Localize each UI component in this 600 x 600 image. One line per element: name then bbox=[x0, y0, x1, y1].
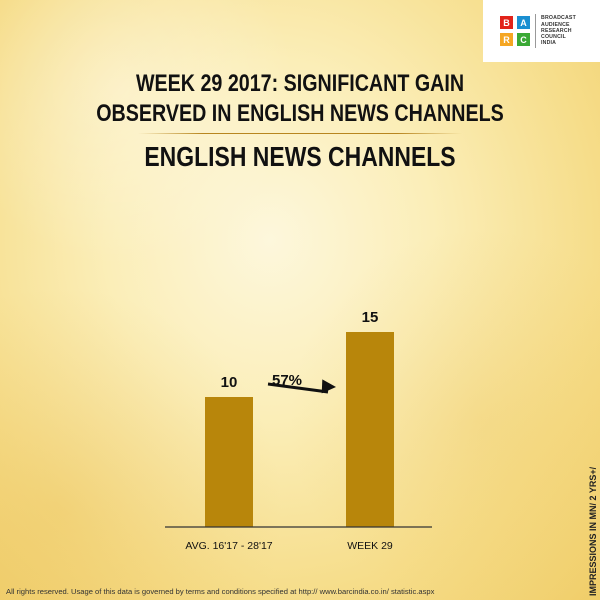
title-divider bbox=[138, 133, 462, 134]
chart-title-line-1: WEEK 29 2017: SIGNIFICANT GAIN bbox=[135, 70, 465, 97]
footer-disclaimer: All rights reserved. Usage of this data … bbox=[6, 587, 435, 596]
logo-text-line: INDIA bbox=[541, 40, 557, 47]
logo-letter-c: C bbox=[517, 33, 530, 46]
category-label: AVG. 16'17 - 28'17 bbox=[185, 540, 272, 552]
logo-letter-b: B bbox=[500, 16, 513, 29]
logo-text: BROADCAST AUDIENCE RESEARCH COUNCIL INDI… bbox=[541, 15, 576, 46]
barc-logo: B A R C BROADCAST AUDIENCE RESEARCH COUN… bbox=[483, 0, 600, 62]
logo-letter-r: R bbox=[500, 33, 513, 46]
logo-text-line: BROADCAST bbox=[541, 15, 576, 22]
growth-arrow bbox=[267, 382, 329, 394]
chart-subtitle: ENGLISH NEWS CHANNELS bbox=[144, 141, 456, 172]
data-label: 10 bbox=[221, 374, 238, 391]
logo-text-line: AUDIENCE bbox=[541, 21, 570, 28]
logo-text-line: RESEARCH bbox=[541, 27, 572, 34]
logo-letter-a: A bbox=[517, 16, 530, 29]
logo-divider bbox=[535, 14, 536, 48]
logo-text-line: COUNCIL bbox=[541, 34, 567, 41]
data-label: 15 bbox=[362, 309, 379, 326]
chart-title-line-2: OBSERVED IN ENGLISH NEWS CHANNELS bbox=[96, 100, 504, 127]
logo-letter-grid: B A R C bbox=[500, 16, 530, 46]
growth-annotation: 57% bbox=[272, 372, 302, 389]
growth-arrow-head bbox=[321, 379, 336, 394]
bar bbox=[346, 332, 394, 527]
bar bbox=[205, 397, 253, 527]
axis-unit-note: IMPRESSIONS IN MN/ 2 YRS+/ bbox=[588, 466, 598, 596]
category-label: WEEK 29 bbox=[347, 540, 393, 552]
